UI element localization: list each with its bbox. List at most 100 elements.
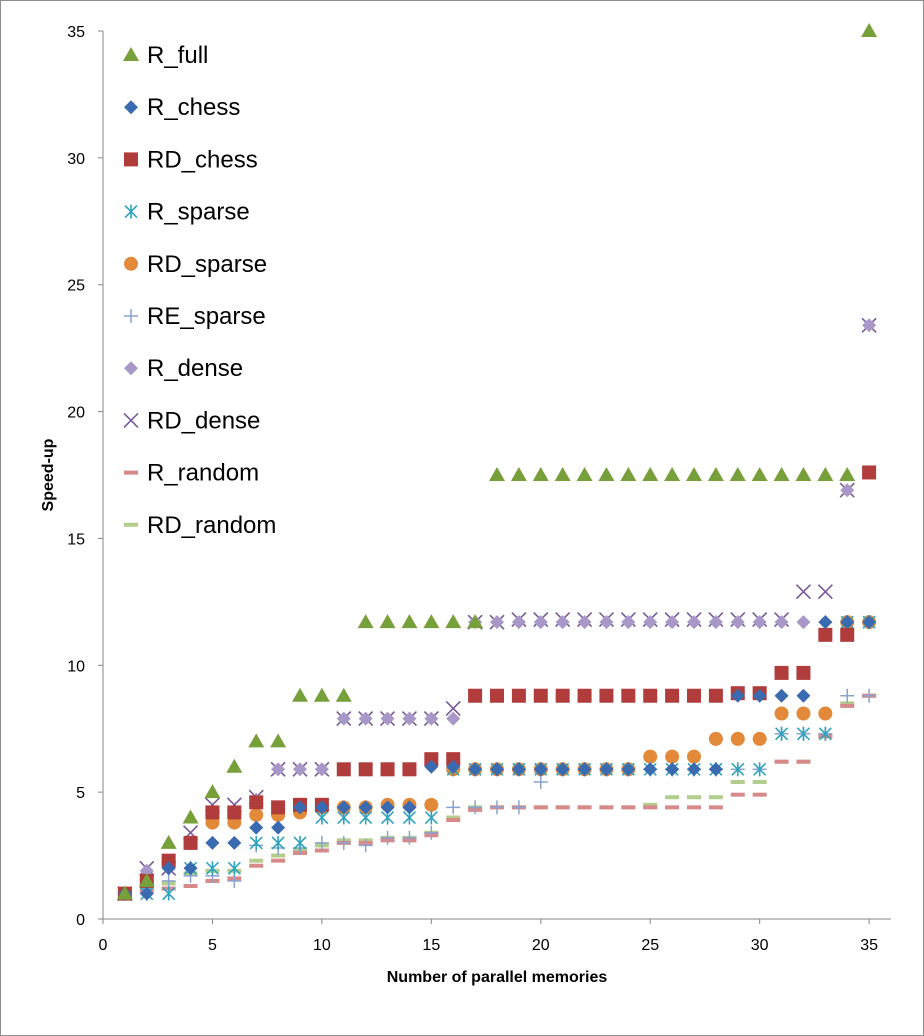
data-point: [577, 615, 592, 630]
data-point: [468, 762, 483, 777]
data-point: [249, 835, 263, 850]
legend: R_full R_chess RD_chess R_sparse RD_sparse RE…: [123, 42, 276, 539]
y-tick-label: 20: [67, 405, 85, 422]
axes: 0 5 10 15 20 25 30 35 0 5 10 15 20 25 30 35: [67, 24, 891, 954]
legend-label: RE_sparse: [147, 303, 266, 330]
data-point: [205, 835, 220, 850]
data-point: [401, 614, 418, 629]
data-point: [796, 615, 811, 630]
data-point: [205, 861, 220, 876]
data-point: [182, 809, 199, 824]
data-point: [380, 711, 395, 726]
data-point: [643, 615, 658, 630]
data-point: [424, 752, 439, 767]
data-point: [687, 795, 701, 800]
data-point: [423, 614, 440, 629]
data-point: [160, 834, 177, 849]
data-point: [598, 467, 615, 481]
data-point: [862, 615, 877, 630]
legend-label: RD_random: [147, 512, 276, 539]
legend-label: R_dense: [147, 355, 243, 382]
data-point: [555, 615, 570, 630]
data-point: [840, 703, 855, 708]
data-point: [424, 711, 439, 726]
data-point: [554, 467, 571, 481]
data-point: [532, 467, 549, 481]
data-point: [599, 762, 614, 777]
data-point: [621, 805, 636, 810]
legend-label: R_random: [147, 460, 259, 487]
data-point: [380, 830, 395, 845]
data-point: [840, 627, 855, 642]
data-point: [358, 711, 373, 726]
data-point: [753, 762, 767, 777]
legend-marker: [124, 309, 138, 323]
legend-marker: [123, 47, 139, 61]
legend-marker: [124, 256, 138, 271]
x-tick-label: 15: [422, 937, 440, 954]
data-point: [599, 805, 614, 810]
y-axis-title: Speed-up: [40, 438, 57, 511]
data-point: [599, 688, 614, 703]
legend-marker: [124, 470, 138, 475]
legend-marker: [124, 204, 138, 219]
legend-item: RD_sparse: [124, 251, 267, 278]
data-point: [314, 800, 329, 815]
data-point: [379, 614, 396, 629]
data-point: [336, 762, 351, 777]
series-r-chess: [117, 615, 877, 901]
data-point: [708, 688, 723, 703]
data-point: [752, 688, 767, 703]
data-point: [818, 706, 833, 721]
data-point: [752, 792, 767, 797]
data-point: [271, 762, 286, 777]
data-point: [861, 23, 878, 37]
data-point: [468, 688, 483, 703]
data-point: [490, 800, 504, 815]
data-point: [402, 711, 417, 726]
data-point: [773, 467, 790, 481]
data-point: [817, 467, 834, 481]
data-point: [818, 627, 833, 642]
data-point: [796, 759, 811, 764]
data-point: [183, 884, 198, 889]
y-tick-label: 10: [67, 658, 85, 675]
data-point: [271, 853, 286, 858]
data-point: [730, 792, 745, 797]
data-point: [533, 688, 548, 703]
data-point: [533, 805, 548, 810]
x-tick-label: 5: [208, 937, 217, 954]
data-point: [730, 615, 745, 630]
legend-label: RD_sparse: [147, 251, 267, 278]
x-axis-title: Number of parallel memories: [387, 969, 608, 986]
data-point: [665, 805, 680, 810]
data-point: [227, 861, 241, 876]
data-point: [446, 752, 461, 767]
data-point: [446, 759, 461, 774]
data-point: [249, 807, 264, 822]
data-point: [358, 838, 373, 853]
data-point: [490, 615, 504, 630]
data-point: [817, 584, 833, 600]
data-point: [665, 615, 680, 630]
data-point: [620, 467, 637, 481]
data-point: [227, 805, 242, 820]
data-point: [687, 688, 701, 703]
data-point: [796, 688, 811, 703]
data-point: [380, 762, 395, 777]
data-point: [796, 706, 811, 721]
data-point: [555, 688, 570, 703]
data-point: [664, 467, 681, 481]
data-point: [139, 886, 154, 901]
y-tick-label: 35: [67, 24, 85, 41]
data-point: [424, 825, 439, 840]
data-point: [577, 688, 592, 703]
data-point: [227, 835, 242, 850]
data-point: [774, 726, 789, 741]
data-point: [533, 615, 548, 630]
data-point: [708, 762, 723, 777]
y-tick-label: 30: [67, 151, 85, 168]
legend-marker: [123, 412, 139, 428]
data-point: [446, 815, 461, 820]
data-point: [686, 467, 702, 481]
